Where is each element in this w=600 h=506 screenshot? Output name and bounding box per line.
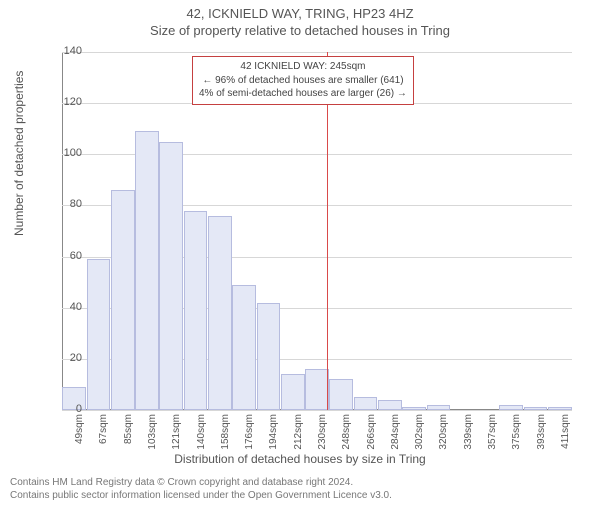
annotation-line3: 4% of semi-detached houses are larger (2…: [199, 87, 407, 101]
histogram-bar: [111, 190, 135, 410]
y-tick-label: 40: [52, 301, 82, 313]
histogram-bar: [548, 407, 572, 410]
y-tick-label: 0: [52, 403, 82, 415]
x-tick-label: 85sqm: [123, 414, 134, 454]
x-tick-label: 284sqm: [390, 414, 401, 454]
x-tick-label: 176sqm: [244, 414, 255, 454]
annotation-line2: ← 96% of detached houses are smaller (64…: [199, 74, 407, 88]
x-tick-label: 248sqm: [341, 414, 352, 454]
grid-line: [62, 410, 572, 411]
y-axis-label: Number of detached properties: [12, 71, 26, 236]
annotation-box: 42 ICKNIELD WAY: 245sqm ← 96% of detache…: [192, 56, 414, 105]
histogram-bar: [87, 259, 111, 410]
footer-line2: Contains public sector information licen…: [10, 489, 392, 502]
chart-plot-area: 49sqm67sqm85sqm103sqm121sqm140sqm158sqm1…: [62, 52, 572, 410]
y-tick-label: 60: [52, 250, 82, 262]
y-tick-label: 100: [52, 147, 82, 159]
x-tick-label: 266sqm: [366, 414, 377, 454]
annotation-line1: 42 ICKNIELD WAY: 245sqm: [199, 60, 407, 74]
reference-line: [327, 52, 328, 410]
chart-title-sub: Size of property relative to detached ho…: [0, 23, 600, 38]
x-tick-label: 302sqm: [414, 414, 425, 454]
y-tick-label: 120: [52, 96, 82, 108]
x-tick-label: 121sqm: [171, 414, 182, 454]
histogram-bar: [135, 131, 159, 410]
x-tick-label: 375sqm: [511, 414, 522, 454]
histogram-bar: [354, 397, 378, 410]
histogram-bar: [208, 216, 232, 410]
x-tick-label: 194sqm: [268, 414, 279, 454]
histogram-bar: [159, 142, 183, 411]
y-tick-label: 80: [52, 198, 82, 210]
x-tick-label: 357sqm: [487, 414, 498, 454]
grid-line: [62, 52, 572, 53]
x-tick-label: 103sqm: [147, 414, 158, 454]
histogram-bar: [524, 407, 548, 410]
chart-title-main: 42, ICKNIELD WAY, TRING, HP23 4HZ: [0, 6, 600, 21]
footer-attribution: Contains HM Land Registry data © Crown c…: [10, 476, 392, 502]
histogram-bar: [281, 374, 305, 410]
histogram-bar: [499, 405, 523, 410]
x-tick-label: 67sqm: [98, 414, 109, 454]
x-tick-label: 230sqm: [317, 414, 328, 454]
x-tick-label: 140sqm: [196, 414, 207, 454]
y-tick-label: 20: [52, 352, 82, 364]
x-tick-label: 411sqm: [560, 414, 571, 454]
y-tick-label: 140: [52, 45, 82, 57]
histogram-bar: [402, 407, 426, 410]
histogram-bar: [378, 400, 402, 410]
histogram-bar: [305, 369, 329, 410]
footer-line1: Contains HM Land Registry data © Crown c…: [10, 476, 392, 489]
histogram-bar: [232, 285, 256, 410]
x-tick-label: 49sqm: [74, 414, 85, 454]
x-tick-label: 339sqm: [463, 414, 474, 454]
x-axis-label: Distribution of detached houses by size …: [0, 452, 600, 466]
histogram-bar: [257, 303, 281, 410]
x-tick-label: 320sqm: [438, 414, 449, 454]
histogram-bar: [329, 379, 353, 410]
x-tick-label: 393sqm: [536, 414, 547, 454]
histogram-bar: [427, 405, 451, 410]
x-tick-label: 212sqm: [293, 414, 304, 454]
x-tick-label: 158sqm: [220, 414, 231, 454]
histogram-bar: [184, 211, 208, 410]
